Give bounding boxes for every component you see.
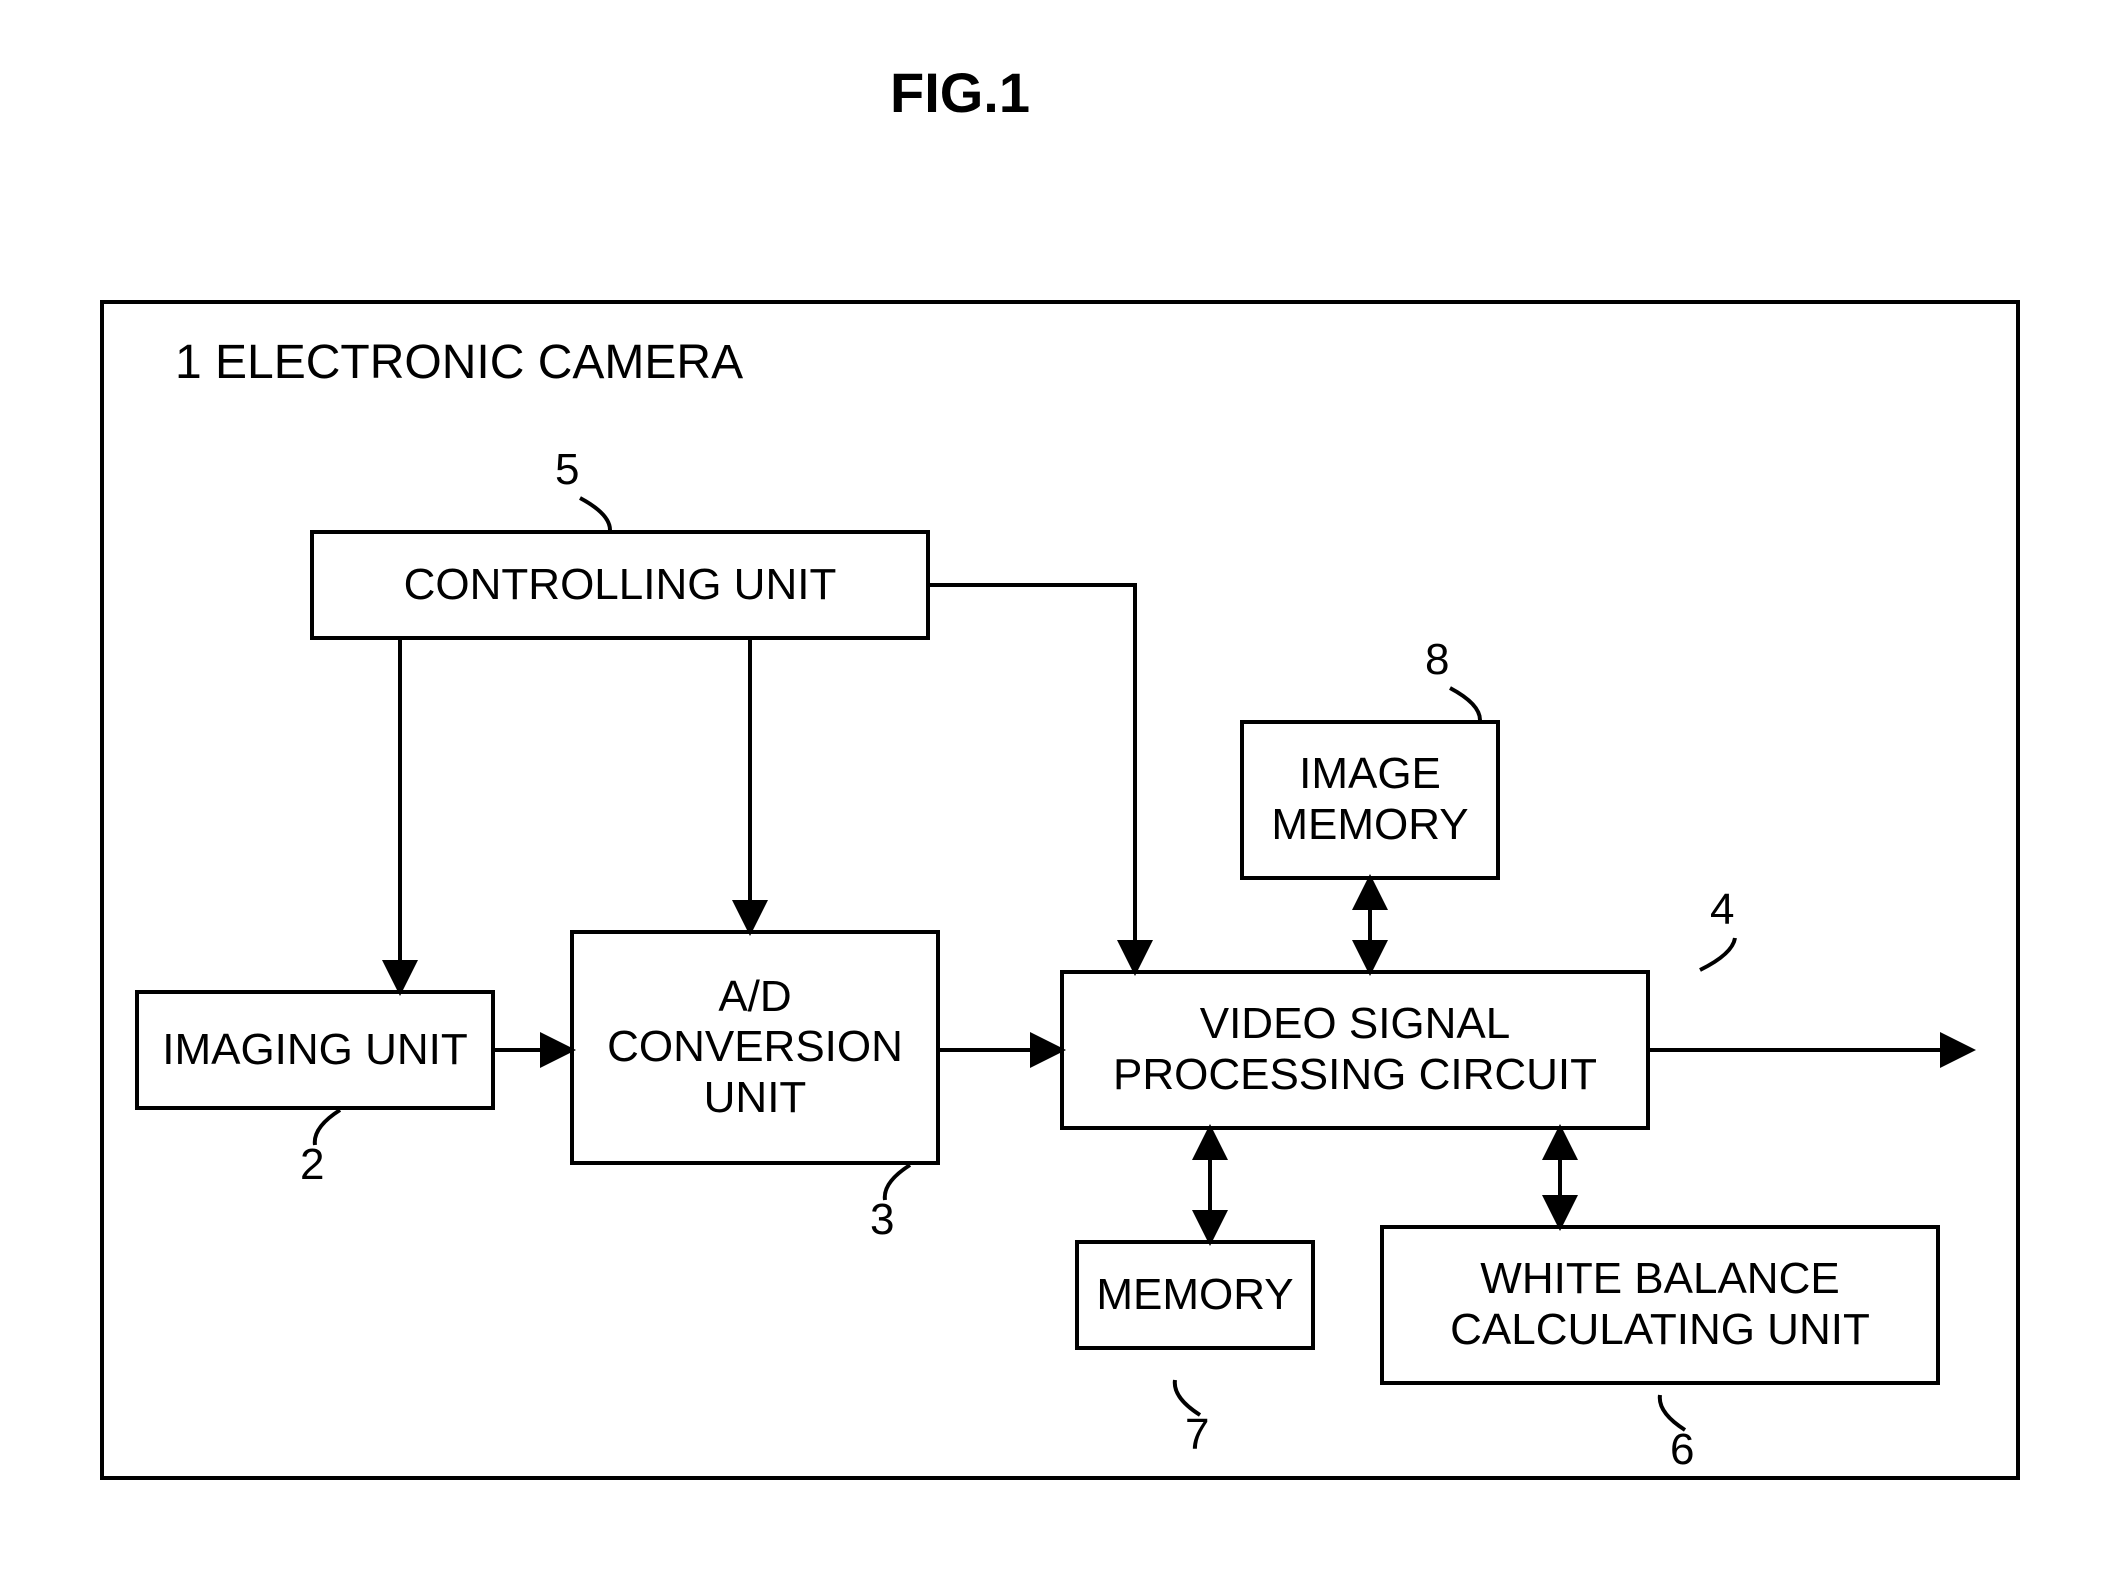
- memory-box: MEMORY: [1075, 1240, 1315, 1350]
- video-signal-processing-box: VIDEO SIGNAL PROCESSING CIRCUIT: [1060, 970, 1650, 1130]
- white-balance-calc-box: WHITE BALANCE CALCULATING UNIT: [1380, 1225, 1940, 1385]
- image-memory-box: IMAGE MEMORY: [1240, 720, 1500, 880]
- controlling-unit-box: CONTROLLING UNIT: [310, 530, 930, 640]
- figure-title: FIG.1: [840, 60, 1080, 125]
- electronic-camera-label: 1 ELECTRONIC CAMERA: [175, 335, 743, 390]
- diagram-canvas: FIG.1 1 ELECTRONIC CAMERA CONTROLLING UN…: [0, 0, 2119, 1583]
- ad-conversion-unit-box: A/D CONVERSION UNIT: [570, 930, 940, 1165]
- imaging-unit-box: IMAGING UNIT: [135, 990, 495, 1110]
